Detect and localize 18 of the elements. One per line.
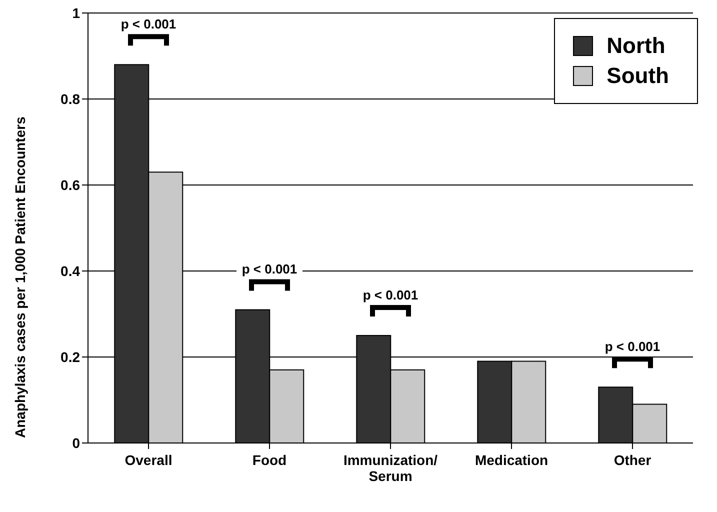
annotation: p < 0.001 [604,339,660,354]
annotation: p < 0.001 [362,288,418,302]
y-tick-label: 0.8 [60,90,80,107]
x-tick-label: Medication [474,452,548,468]
x-tick-label: Immunization/ Serum [343,452,438,484]
annotation: p < 0.001 [242,262,298,277]
x-tick-label: Food [252,452,287,468]
legend-label: South [606,63,669,89]
y-axis-title: Anaphylaxis cases per 1,000 Patient Encounters [12,116,28,438]
annotation: p < 0.001 [120,16,176,32]
y-tick-label: 0 [72,434,80,451]
x-tick-label: Other [614,452,652,468]
y-tick-label: 0.6 [60,176,80,193]
legend-label: North [606,33,666,59]
y-tick-label: 0.4 [60,262,80,279]
y-tick-label: 1 [72,4,80,21]
y-tick-label: 0.2 [60,348,80,365]
x-tick-label: Overall [124,452,172,468]
